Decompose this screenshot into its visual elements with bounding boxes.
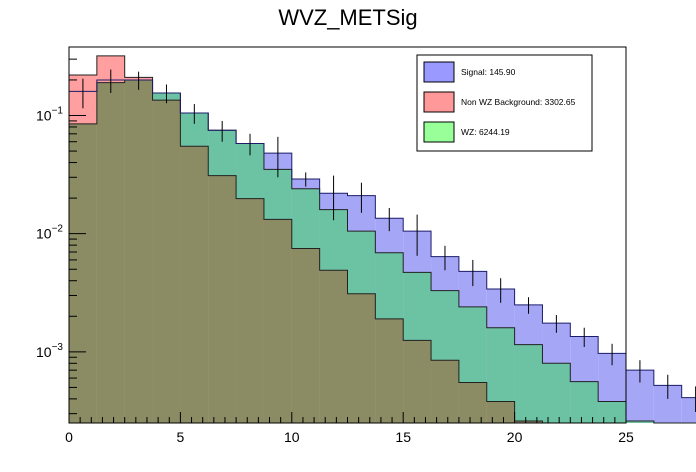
axes-layer: 0 5 10 15 20 25 10−1 10−2 10−3: [36, 58, 634, 445]
y-tick-label: 10−1: [36, 106, 63, 124]
overlap-bin-2: [124, 79, 153, 424]
x-tick-label: 15: [395, 429, 411, 445]
overlap-bin-6: [236, 198, 264, 423]
x-tick-label: 20: [507, 429, 523, 445]
legend-swatch-signal: [423, 61, 455, 83]
overlap-bin-10: [347, 293, 376, 423]
legend-swatch-nonwz: [423, 91, 455, 113]
wz-bin-19: [598, 401, 626, 423]
y-tick-label: 10−2: [36, 224, 63, 242]
x-tick-label: 0: [65, 429, 73, 445]
overlap-bin-11: [375, 318, 404, 423]
legend: Signal: 145.90 Non WZ Background: 3302.65…: [416, 54, 593, 152]
x-tick-label: 25: [618, 429, 634, 445]
legend-label-signal: Signal: 145.90: [461, 67, 516, 77]
overlap-bin-7: [263, 219, 292, 423]
legend-label-nonwz: Non WZ Background: 3302.65: [461, 97, 576, 107]
wz-bin-20: [626, 420, 654, 423]
overlap-bin-14: [458, 382, 487, 423]
wz-bin-18: [570, 381, 599, 423]
overlap-bin-0: [69, 123, 97, 423]
x-tick-label: 5: [177, 429, 185, 445]
chart-title: WVZ_METSig: [278, 5, 417, 30]
overlap-bin-9: [319, 270, 348, 423]
signal-outline: [69, 79, 696, 399]
overlap-bin-3: [152, 100, 181, 424]
histogram-layer: [69, 55, 696, 424]
overlap-bin-16: [514, 420, 543, 423]
overlap-bin-4: [180, 146, 209, 424]
x-tick-label: 10: [284, 429, 300, 445]
overlap-bin-8: [291, 248, 320, 423]
error-bars-layer: [82, 69, 696, 412]
wz-bin-17: [542, 363, 571, 423]
overlap-bin-12: [403, 340, 432, 423]
overlap-bin-1: [96, 82, 125, 423]
overlap-bin-15: [486, 401, 515, 423]
legend-swatch-wz: [423, 121, 455, 143]
overlap-bin-13: [431, 360, 459, 423]
y-tick-label: 10−3: [36, 342, 63, 360]
nonwz-outline: [69, 55, 599, 424]
signal-bin-22: [681, 397, 696, 423]
overlap-bin-5: [208, 175, 237, 423]
legend-label-wz: WZ: 6244.19: [461, 127, 510, 137]
wz-bin-16: [514, 344, 543, 423]
